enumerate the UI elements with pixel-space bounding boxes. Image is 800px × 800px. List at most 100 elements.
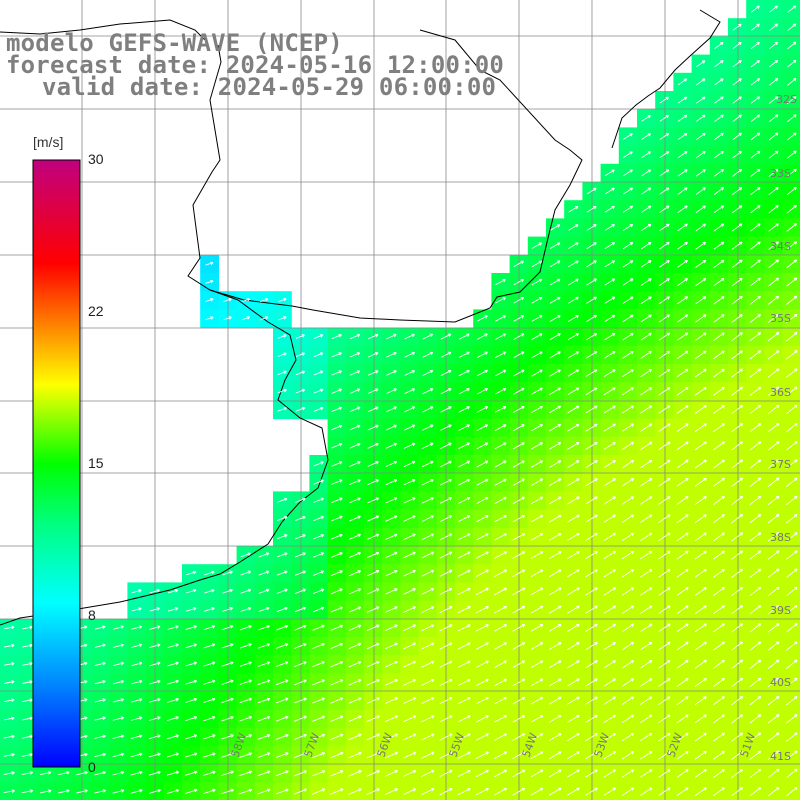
wind-arrow [530,715,544,723]
wind-arrow [787,77,797,86]
wind-arrow [695,150,706,159]
wind-arrow [621,605,635,614]
wind-arrow [385,588,398,595]
wind-arrow [567,460,580,468]
wind-arrow [567,496,580,505]
wind-arrow [713,659,725,669]
wind-arrow [786,641,798,651]
wind-arrow [367,551,380,559]
wind-arrow [421,478,434,486]
wind-arrow [421,497,434,504]
wind-arrow [367,352,379,358]
wind-arrow [294,606,307,613]
wind-arrow [731,787,744,797]
wind-arrow [403,788,417,796]
wind-arrow [295,534,306,540]
wind-arrow [439,587,453,595]
wind-arrow [640,660,653,669]
wind-arrow [403,479,416,486]
wind-arrow [567,314,579,322]
wind-arrow [622,387,634,396]
wind-arrow [640,314,652,323]
wind-arrow [658,296,670,305]
wind-arrow [731,696,744,706]
wind-arrow [786,368,798,378]
wind-arrow [458,406,470,413]
wind-arrow [457,587,471,596]
wind-arrow [548,660,562,669]
wind-arrow [421,769,435,777]
colorbar-unit: [m/s] [33,134,64,150]
wind-arrow [732,187,743,195]
wind-arrow [603,514,616,523]
wind-arrow [676,605,689,615]
wind-arrow [94,716,106,721]
wind-arrow [567,678,580,687]
wind-arrow [731,677,744,688]
wind-arrow [713,277,725,287]
wind-arrow [585,569,598,578]
wind-arrow [749,623,762,633]
wind-arrow [731,641,744,651]
wind-arrow [585,460,598,469]
wind-arrow [494,751,507,759]
wind-arrow [731,568,744,578]
wind-arrow [366,715,380,723]
wind-arrow [786,241,798,251]
wind-arrow [331,479,343,485]
wind-arrow [677,151,688,159]
wind-arrow [3,734,15,739]
wind-arrow [767,477,780,487]
wind-arrow [694,696,707,706]
wind-arrow [403,606,416,613]
wind-arrow [457,660,471,668]
wind-arrow [312,733,326,741]
wind-arrow [403,642,417,650]
wind-arrow [494,605,507,614]
wind-arrow [749,768,762,779]
wind-arrow [94,752,107,758]
wind-arrow [530,569,544,578]
wind-arrow [331,461,343,467]
wind-arrow [768,150,779,159]
wind-arrow [585,769,598,778]
wind-arrow [512,424,525,432]
wind-arrow [786,186,797,196]
wind-arrow [404,351,415,358]
wind-arrow [732,168,743,177]
wind-arrow [349,461,361,467]
wind-arrow [293,733,307,740]
wind-arrow [295,370,306,376]
wind-arrow [621,550,635,560]
wind-arrow [567,696,580,705]
wind-arrow [476,333,488,340]
wind-arrow [603,605,616,614]
wind-arrow [749,732,762,742]
wind-arrow [549,460,562,468]
wind-arrow [694,678,707,687]
wind-arrow [293,752,307,759]
wind-arrow [768,59,779,68]
wind-arrow [622,350,634,359]
wind-arrow [749,750,762,760]
wind-arrow [549,242,561,249]
wind-arrow [585,351,598,359]
wind-arrow [585,333,598,341]
wind-arrow [277,297,287,303]
wind-arrow [403,588,416,595]
wind-arrow [731,750,744,760]
wind-arrow [240,552,252,558]
wind-arrow [330,679,344,686]
wind-arrow [4,643,15,648]
wind-arrow [749,514,762,524]
wind-arrow [112,789,125,794]
wind-arrow [385,624,398,632]
wind-arrow [786,495,798,506]
wind-arrow [458,497,471,504]
wind-arrow [768,168,779,177]
wind-arrow [622,242,634,250]
wind-arrow [404,406,416,413]
wind-arrow [549,278,561,286]
wind-arrow [148,697,161,703]
lat-label: 38S [770,531,791,544]
